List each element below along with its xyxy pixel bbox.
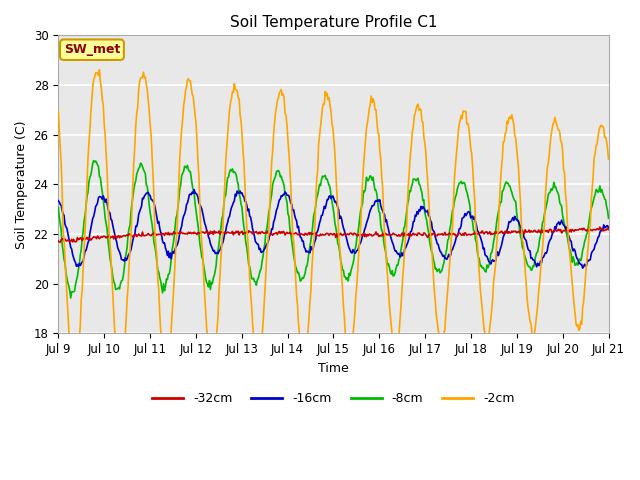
- X-axis label: Time: Time: [318, 362, 349, 375]
- Y-axis label: Soil Temperature (C): Soil Temperature (C): [15, 120, 28, 249]
- Text: SW_met: SW_met: [64, 43, 120, 56]
- Title: Soil Temperature Profile C1: Soil Temperature Profile C1: [230, 15, 437, 30]
- Legend: -32cm, -16cm, -8cm, -2cm: -32cm, -16cm, -8cm, -2cm: [147, 387, 520, 410]
